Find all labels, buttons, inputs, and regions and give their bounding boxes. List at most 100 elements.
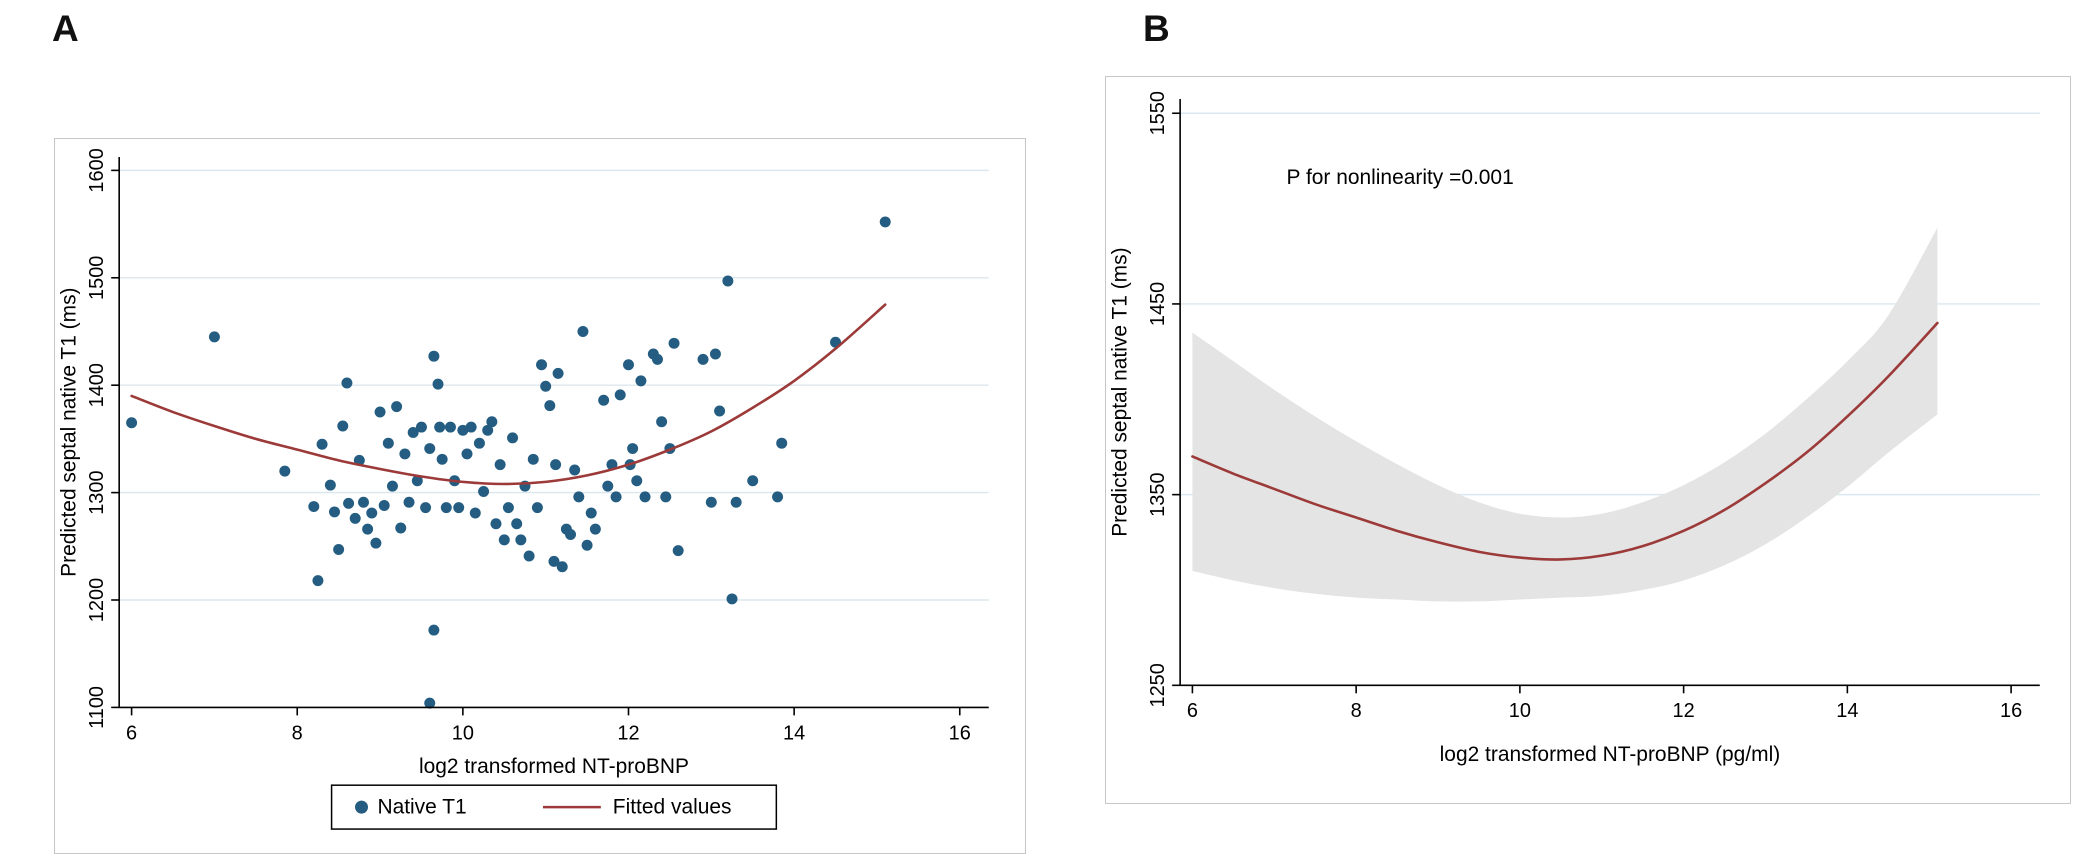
scatter-point	[602, 480, 614, 492]
scatter-point	[126, 417, 138, 429]
x-tick-label: 8	[292, 722, 303, 744]
scatter-point	[428, 624, 440, 636]
scatter-point	[478, 486, 490, 498]
scatter-point	[386, 480, 398, 492]
confidence-band	[1192, 227, 1938, 602]
fitted-line	[130, 303, 887, 486]
scatter-point	[556, 561, 568, 573]
scatter-point	[382, 437, 394, 449]
scatter-point	[494, 459, 506, 471]
scatter-point	[656, 416, 668, 428]
x-tick-label: 10	[1509, 700, 1531, 722]
scatter-point	[573, 491, 585, 503]
scatter-point	[329, 506, 340, 518]
scatter-point	[507, 432, 519, 444]
scatter-point	[444, 421, 456, 433]
scatter-point	[436, 453, 448, 465]
scatter-point	[577, 326, 589, 337]
y-tick-label: 1100	[86, 686, 108, 729]
scatter-point	[550, 459, 562, 471]
scatter-point	[726, 593, 738, 605]
scatter-point	[502, 502, 514, 514]
scatter-point	[705, 496, 717, 508]
x-tick-label: 16	[2000, 700, 2022, 722]
y-tick-label: 1250	[1147, 663, 1169, 707]
scatter-point	[374, 406, 386, 418]
scatter-point	[709, 348, 721, 360]
scatter-point	[651, 353, 663, 365]
scatter-point	[391, 401, 403, 413]
scatter-point	[544, 400, 556, 412]
scatter-point	[623, 359, 634, 371]
y-tick-label: 1300	[86, 470, 108, 514]
scatter-point	[879, 216, 891, 228]
x-tick-label: 6	[126, 722, 137, 744]
scatter-point	[434, 421, 446, 433]
legend-dot-marker	[355, 800, 368, 814]
legend-label: Fitted values	[613, 796, 732, 819]
y-tick-label: 1200	[86, 578, 108, 622]
x-tick-label: 16	[949, 722, 971, 744]
scatter-point	[482, 424, 494, 436]
y-tick-label: 1600	[86, 148, 108, 192]
scatter-point	[730, 496, 742, 508]
scatter-point	[453, 502, 465, 514]
scatter-point	[635, 375, 647, 387]
legend-label: Native T1	[377, 796, 466, 819]
scatter-point	[531, 502, 543, 514]
scatter-point	[457, 424, 469, 436]
scatter-point	[407, 426, 419, 438]
panel-a-chart-svg: 1100 1200 1300 1400 1500 1600 6 8 10 12 14 16 log2 t…	[57, 148, 989, 830]
panel-b-spline-chart: 1250 1350 1450 1550 6 8 10 12 14 16 log2 transform…	[1105, 76, 2071, 804]
scatter-point	[569, 464, 581, 476]
scatter-point	[511, 518, 523, 530]
scatter-point	[424, 697, 436, 709]
scatter-point	[697, 353, 709, 365]
scatter-point	[428, 350, 440, 362]
y-tick-label: 1400	[86, 363, 108, 407]
scatter-point	[486, 416, 498, 428]
scatter-point	[469, 507, 481, 519]
x-tick-label: 14	[783, 722, 805, 744]
scatter-point	[672, 545, 684, 557]
scatter-point	[362, 523, 374, 535]
x-tick-label: 14	[1836, 700, 1858, 722]
scatter-point	[639, 491, 651, 503]
scatter-point	[498, 534, 510, 546]
scatter-point	[660, 491, 672, 503]
scatter-point	[399, 448, 411, 460]
scatter-point	[424, 443, 436, 455]
y-axis-title: Predicted septal native T1 (ms)	[1108, 247, 1131, 536]
x-tick-label: 6	[1187, 700, 1198, 722]
scatter-point	[585, 507, 597, 519]
scatter-point	[515, 534, 527, 546]
scatter-point	[631, 475, 643, 487]
x-tick-label: 8	[1351, 700, 1362, 722]
scatter-point	[552, 367, 564, 379]
spline-line	[1191, 321, 1939, 561]
scatter-point	[747, 475, 759, 487]
scatter-point	[395, 522, 407, 534]
scatter-point	[312, 575, 324, 587]
scatter-point	[349, 512, 361, 524]
panel-a-label: A	[52, 8, 80, 49]
scatter-point	[208, 331, 220, 343]
scatter-point	[461, 448, 473, 460]
scatter-point	[415, 421, 427, 433]
scatter-point	[343, 497, 355, 509]
scatter-point	[614, 389, 626, 401]
scatter-point	[490, 518, 502, 530]
scatter-point	[523, 550, 535, 562]
x-axis-title: log2 transformed NT-proBNP	[419, 755, 689, 778]
scatter-point	[598, 394, 610, 406]
nonlinearity-p-value-annotation: P for nonlinearity =0.001	[1287, 166, 1514, 189]
scatter-point	[581, 539, 593, 551]
scatter-point	[316, 438, 328, 450]
scatter-point	[440, 502, 452, 514]
y-tick-label: 1350	[1147, 472, 1169, 516]
scatter-point	[432, 378, 444, 390]
scatter-point	[358, 496, 369, 508]
scatter-point	[341, 377, 353, 389]
y-axis-title: Predicted septal native T1 (ms)	[57, 287, 80, 576]
